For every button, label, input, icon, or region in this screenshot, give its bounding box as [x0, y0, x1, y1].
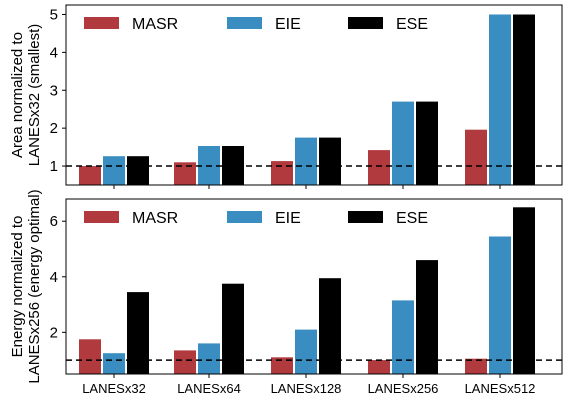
y-axis-label: Area normalized toLANESx32 (smallest) [9, 24, 43, 167]
chart-panel-2: 2 4 6 LANESx32 LANESx64 LANESx128 LANESx256 LAN… [9, 189, 563, 396]
bar-ese-lanesx256 [416, 101, 438, 185]
bar-ese-lanesx128 [319, 278, 341, 374]
bar-eie-lanesx256 [392, 101, 414, 185]
x-tick-label: LANESx64 [177, 381, 241, 396]
bar-masr-lanesx256 [368, 150, 390, 185]
plot-frame [65, 198, 563, 375]
bar-ese-lanesx64 [222, 283, 244, 374]
y-tick-label: 4 [50, 269, 58, 286]
bar-masr-lanesx256 [368, 360, 390, 374]
bar-eie-lanesx512 [489, 14, 511, 185]
bar-eie-lanesx64 [198, 343, 220, 374]
bar-masr-lanesx128 [271, 161, 293, 185]
legend-label-masr: MASR [132, 210, 178, 227]
bar-masr-lanesx64 [174, 350, 196, 374]
bar-masr-lanesx128 [271, 357, 293, 374]
y-axis-label-line: LANESx256 (energy optimal) [26, 189, 43, 383]
bar-ese-lanesx512 [513, 14, 535, 185]
legend-label-ese: ESE [396, 16, 428, 33]
x-tick-label: LANESx128 [271, 381, 342, 396]
x-tick-label: LANESx512 [465, 381, 536, 396]
y-tick-label: 6 [50, 213, 58, 230]
y-axis-label: Energy normalized toLANESx256 (energy op… [9, 189, 43, 383]
legend-label-masr: MASR [132, 16, 178, 33]
legend-label-eie: EIE [275, 210, 301, 227]
x-tick-label: LANESx32 [82, 381, 146, 396]
legend-swatch-masr [84, 211, 119, 223]
bar-eie-lanesx128 [295, 137, 317, 185]
bar-ese-lanesx32 [127, 156, 149, 185]
y-tick-label: 3 [50, 82, 58, 99]
bar-masr-lanesx512 [465, 358, 487, 374]
bar-ese-lanesx256 [416, 260, 438, 374]
bar-masr-lanesx32 [79, 339, 101, 374]
legend-swatch-masr [84, 17, 119, 29]
legend-swatch-ese [348, 17, 383, 29]
bar-ese-lanesx128 [319, 137, 341, 185]
bar-eie-lanesx512 [489, 236, 511, 374]
bar-eie-lanesx32 [103, 156, 125, 185]
y-axis-label-line: LANESx32 (smallest) [26, 24, 43, 167]
y-tick-label: 4 [50, 44, 58, 61]
y-tick-label: 5 [50, 6, 58, 23]
bar-ese-lanesx32 [127, 292, 149, 374]
legend-label-ese: ESE [396, 210, 428, 227]
y-axis-label-line: Area normalized to [9, 32, 26, 158]
bar-eie-lanesx128 [295, 329, 317, 374]
y-axis-label-line: Energy normalized to [9, 216, 26, 358]
bar-ese-lanesx64 [222, 146, 244, 185]
x-tick-label: LANESx256 [368, 381, 439, 396]
bar-eie-lanesx256 [392, 300, 414, 374]
bar-masr-lanesx512 [465, 129, 487, 185]
legend-swatch-eie [227, 211, 262, 223]
chart-panel-1: 1 2 3 4 5 Area normalized toLANESx32 (smalles… [9, 4, 563, 189]
bar-ese-lanesx512 [513, 207, 535, 374]
y-tick-label: 2 [50, 324, 58, 341]
legend-label-eie: EIE [275, 16, 301, 33]
legend-swatch-eie [227, 17, 262, 29]
bar-masr-lanesx64 [174, 162, 196, 185]
y-tick-label: 1 [50, 158, 58, 175]
bar-eie-lanesx32 [103, 353, 125, 374]
y-tick-label: 2 [50, 120, 58, 137]
plot-frame [65, 4, 563, 186]
bar-masr-lanesx32 [79, 166, 101, 185]
legend-swatch-ese [348, 211, 383, 223]
